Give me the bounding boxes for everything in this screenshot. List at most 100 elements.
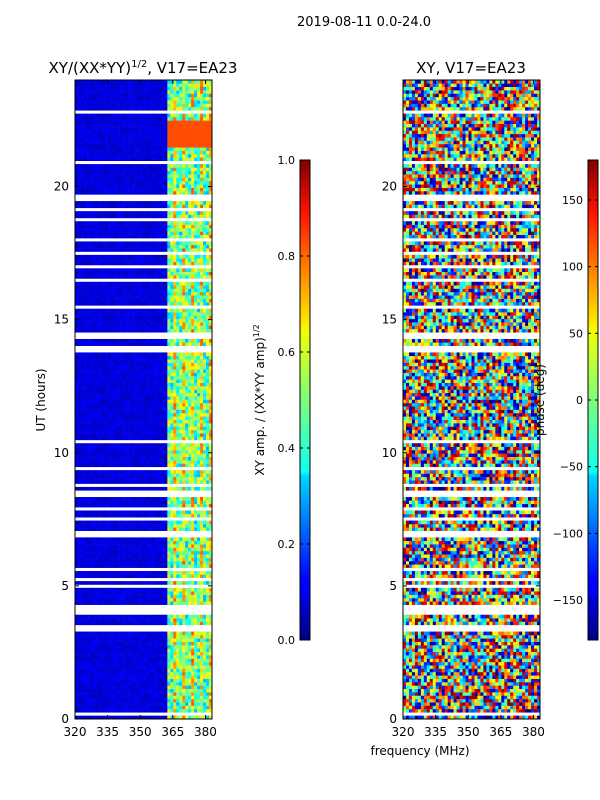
- heatmap-cell: [185, 685, 189, 690]
- heatmap-cell: [167, 560, 171, 565]
- heatmap-cell: [75, 399, 79, 404]
- heatmap-cell: [92, 698, 97, 703]
- heatmap-cell: [77, 658, 82, 663]
- heatmap-cell: [92, 682, 97, 686]
- heatmap-cell: [194, 463, 198, 468]
- heatmap-cell: [107, 651, 112, 656]
- heatmap-cell: [119, 275, 123, 279]
- heatmap-cell: [125, 355, 129, 360]
- heatmap-cell: [89, 638, 94, 642]
- heatmap-cell: [161, 392, 165, 397]
- heatmap-cell: [155, 369, 159, 373]
- heatmap-cell: [149, 497, 153, 501]
- heatmap-cell: [83, 365, 88, 370]
- heatmap-cell: [185, 587, 189, 592]
- heatmap-cell: [95, 443, 100, 447]
- heatmap-cell: [131, 436, 135, 441]
- heatmap-cell: [170, 614, 174, 619]
- heatmap-cell: [149, 486, 153, 491]
- heatmap-cell: [179, 574, 183, 579]
- heatmap-cell: [200, 436, 204, 441]
- heatmap-cell: [143, 322, 147, 326]
- heatmap-cell: [146, 322, 150, 326]
- heatmap-cell: [167, 338, 171, 343]
- heatmap-cell: [77, 275, 82, 279]
- heatmap-cell: [200, 497, 204, 501]
- heatmap-cell: [125, 426, 129, 431]
- heatmap-cell: [146, 355, 150, 360]
- heatmap-cell: [179, 288, 183, 293]
- heatmap-cell: [146, 406, 150, 410]
- heatmap-cell: [194, 342, 198, 346]
- heatmap-cell: [119, 591, 123, 595]
- heatmap-cell: [140, 537, 144, 542]
- heatmap-cell: [125, 497, 129, 501]
- heatmap-cell: [152, 453, 156, 457]
- heatmap-cell: [134, 328, 138, 333]
- heatmap-cell: [209, 497, 213, 501]
- heatmap-cell: [191, 692, 195, 696]
- heatmap-cell: [158, 554, 162, 558]
- heatmap-cell: [164, 433, 168, 437]
- heatmap-cell: [149, 587, 153, 592]
- heatmap-cell: [75, 510, 79, 515]
- heatmap-cell: [188, 692, 192, 696]
- heatmap-cell: [149, 655, 153, 659]
- heatmap-cell: [182, 406, 186, 410]
- heatmap-cell: [155, 365, 159, 370]
- heatmap-cell: [86, 382, 91, 387]
- heatmap-cell: [209, 678, 213, 683]
- heatmap-cell: [206, 540, 210, 545]
- heatmap-cell: [203, 564, 207, 568]
- heatmap-cell: [191, 473, 195, 478]
- heatmap-cell: [194, 375, 198, 380]
- heatmap-cell: [75, 571, 79, 575]
- heatmap-cell: [158, 547, 162, 552]
- heatmap-cell: [164, 308, 168, 313]
- heatmap-cell: [89, 510, 94, 515]
- heatmap-cell: [80, 375, 85, 380]
- heatmap-cell: [116, 557, 120, 562]
- heatmap-cell: [92, 564, 97, 568]
- heatmap-cell: [107, 661, 112, 666]
- heatmap-cell: [155, 661, 159, 666]
- heatmap-cell: [83, 382, 88, 387]
- heatmap-cell: [182, 668, 186, 673]
- heatmap-cell: [92, 396, 97, 400]
- heatmap-cell: [200, 688, 204, 693]
- heatmap-cell: [191, 342, 195, 346]
- heatmap-cell: [134, 671, 138, 676]
- heatmap-cell: [75, 318, 79, 323]
- heatmap-cell: [209, 554, 213, 558]
- heatmap-cell: [185, 594, 189, 599]
- heatmap-cell: [176, 695, 180, 700]
- heatmap-cell: [155, 486, 159, 491]
- heatmap-cell: [143, 389, 147, 394]
- heatmap-cell: [179, 497, 183, 501]
- heatmap-cell: [167, 702, 171, 706]
- heatmap-cell: [167, 392, 171, 397]
- heatmap-cell: [161, 433, 165, 437]
- heatmap-cell: [113, 355, 117, 360]
- heatmap-cell: [110, 571, 115, 575]
- heatmap-cell: [116, 338, 120, 343]
- heatmap-cell: [143, 473, 147, 478]
- heatmap-cell: [89, 312, 94, 316]
- heatmap-cell: [140, 470, 144, 474]
- heatmap-cell: [176, 665, 180, 669]
- heatmap-cell: [155, 470, 159, 474]
- heatmap-cell: [137, 419, 141, 424]
- heatmap-cell: [116, 638, 120, 642]
- heatmap-cell: [158, 386, 162, 390]
- heatmap-cell: [200, 594, 204, 599]
- heatmap-cell: [164, 581, 168, 585]
- heatmap-cell: [146, 510, 150, 515]
- heatmap-cell: [146, 695, 150, 700]
- heatmap-cell: [176, 443, 180, 447]
- heatmap-cell: [122, 382, 126, 387]
- heatmap-cell: [113, 708, 117, 713]
- heatmap-cell: [173, 678, 177, 683]
- heatmap-cell: [134, 298, 138, 303]
- heatmap-cell: [149, 291, 153, 296]
- heatmap-cell: [86, 668, 91, 673]
